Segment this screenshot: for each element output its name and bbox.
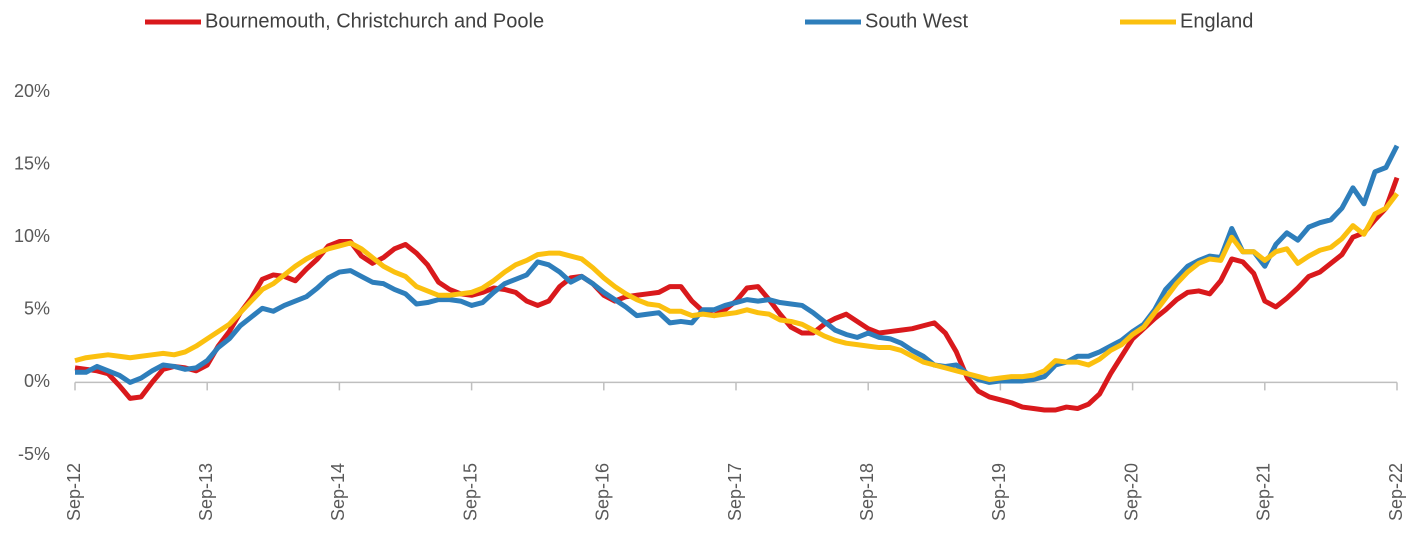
x-tick-label: Sep-13 — [196, 463, 216, 521]
series-line — [74, 176, 1400, 413]
y-tick-label: 10% — [14, 226, 50, 246]
y-tick-label: 0% — [24, 371, 50, 391]
series-line — [75, 144, 1400, 385]
legend: Bournemouth, Christchurch and Poole South… — [145, 10, 1253, 32]
x-tick-label: Sep-12 — [64, 463, 84, 521]
x-tick-label: Sep-22 — [1386, 463, 1406, 521]
x-tick-label: Sep-16 — [593, 463, 613, 521]
legend-label: Bournemouth, Christchurch and Poole — [205, 10, 544, 32]
series-line — [74, 192, 1399, 382]
x-tick-label: Sep-21 — [1254, 463, 1274, 521]
x-tick-label: Sep-17 — [725, 463, 745, 521]
x-tick-label: Sep-20 — [1121, 463, 1141, 521]
x-tick-label: Sep-18 — [857, 463, 877, 521]
y-tick-label: 5% — [24, 299, 50, 319]
y-tick-label: -5% — [18, 444, 50, 464]
x-tick-label: Sep-15 — [460, 463, 480, 521]
x-tick-label: Sep-14 — [328, 463, 348, 521]
x-tick-label: Sep-19 — [989, 463, 1009, 521]
y-tick-label: 20% — [14, 81, 50, 101]
legend-label: England — [1180, 10, 1253, 32]
y-tick-label: 15% — [14, 153, 50, 173]
legend-label: South West — [865, 10, 968, 32]
